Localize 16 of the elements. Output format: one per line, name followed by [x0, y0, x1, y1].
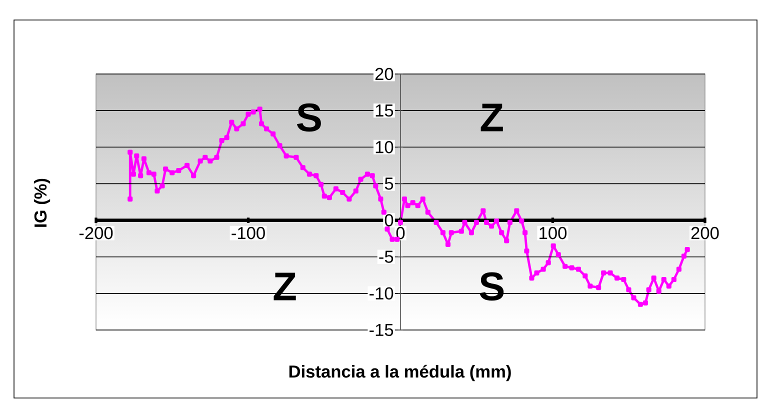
- x-tick-label: -200: [79, 226, 113, 240]
- x-tick-label: 200: [691, 226, 719, 240]
- x-axis-title: Distancia a la médula (mm): [289, 364, 511, 382]
- y-tick-label: 20: [375, 68, 394, 80]
- y-tick-label: 10: [376, 140, 394, 154]
- annotation: Z: [480, 104, 503, 132]
- y-axis-title: IG (%): [34, 178, 50, 227]
- annotation: S: [296, 103, 321, 132]
- y-tick-label: 15: [376, 104, 394, 117]
- y-tick-label: 0: [384, 214, 394, 226]
- y-tick-label: -15: [370, 324, 394, 336]
- y-tick-label: 5: [384, 178, 394, 190]
- x-tick-label: 100: [540, 226, 567, 240]
- y-tick-label: -5: [379, 250, 394, 263]
- x-tick-label: -100: [232, 226, 265, 240]
- y-tick-label: -10: [370, 287, 394, 300]
